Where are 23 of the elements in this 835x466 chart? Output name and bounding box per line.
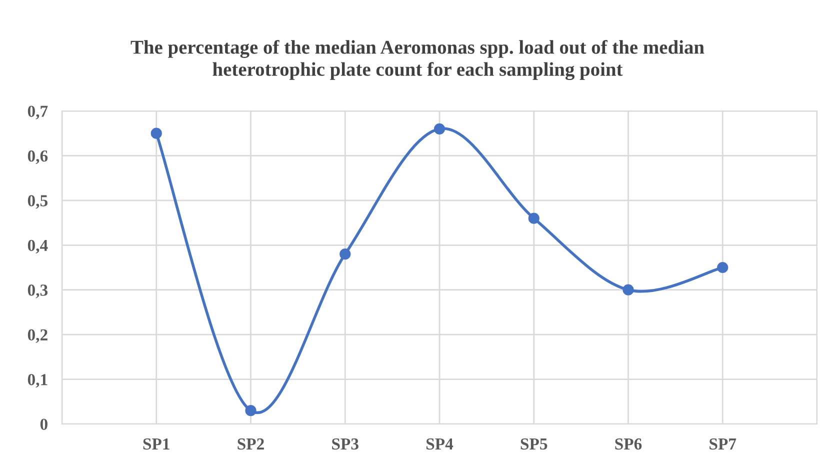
y-tick-label: 0,7 xyxy=(28,106,48,120)
x-tick-label: SP2 xyxy=(238,438,264,450)
point xyxy=(245,405,256,416)
point xyxy=(528,212,540,224)
x-tick-label: SP3 xyxy=(332,438,358,450)
y-tick-label: 0,5 xyxy=(28,195,48,209)
y-tick-label: 0,3 xyxy=(28,284,48,298)
x-tick-label: SP7 xyxy=(710,438,736,450)
chart-title: The percentage of the median Aeromonas spp. load out of the median heterotrophic plate count for each sampling point xyxy=(130,40,704,80)
y-tick-label: 0,1 xyxy=(28,374,48,388)
y-tick-label: 0,4 xyxy=(28,240,48,254)
point xyxy=(150,128,162,139)
x-tick-label: SP1 xyxy=(143,438,170,450)
x-tick-label: SP4 xyxy=(426,438,454,450)
point xyxy=(717,262,728,274)
point xyxy=(434,123,446,134)
y-tick-label: 0,6 xyxy=(28,150,48,164)
y-tick-label: 0,2 xyxy=(28,329,48,343)
x-tick-label: SP5 xyxy=(520,438,548,450)
y-tick-label: 0 xyxy=(40,418,48,430)
x-tick-label: SP6 xyxy=(615,438,642,450)
point xyxy=(622,284,634,296)
point xyxy=(340,248,351,260)
